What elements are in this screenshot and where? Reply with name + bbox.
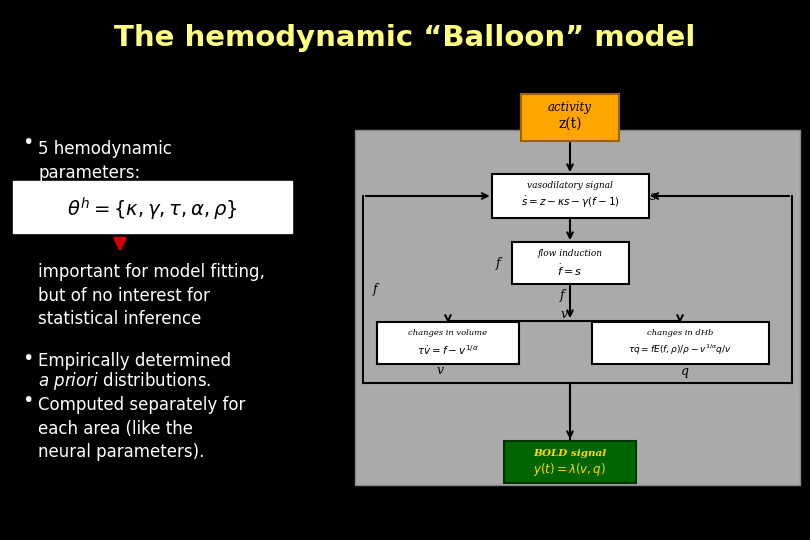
FancyBboxPatch shape — [521, 94, 619, 141]
Text: z(t): z(t) — [558, 117, 582, 131]
Text: $\dot{s} = z - \kappa s - \gamma(f-1)$: $\dot{s} = z - \kappa s - \gamma(f-1)$ — [521, 194, 620, 210]
Text: changes in dHb: changes in dHb — [647, 329, 713, 337]
Text: The hemodynamic “Balloon” model: The hemodynamic “Balloon” model — [114, 24, 696, 52]
Text: important for model fitting,
but of no interest for
statistical inference: important for model fitting, but of no i… — [38, 263, 265, 328]
Text: •: • — [22, 133, 33, 152]
Text: f: f — [497, 256, 501, 269]
Text: •: • — [22, 390, 33, 409]
FancyBboxPatch shape — [504, 441, 636, 483]
Text: $\theta^h = \{\kappa, \gamma, \tau, \alpha, \rho\}$: $\theta^h = \{\kappa, \gamma, \tau, \alp… — [66, 195, 237, 222]
Text: $\tau\dot{q} = fE(f,\rho)/\rho - v^{1/\alpha}q/v$: $\tau\dot{q} = fE(f,\rho)/\rho - v^{1/\a… — [628, 343, 732, 357]
Text: vasodilatory signal: vasodilatory signal — [527, 181, 613, 191]
Text: BOLD signal: BOLD signal — [533, 449, 607, 457]
FancyBboxPatch shape — [511, 242, 629, 284]
Text: q: q — [681, 364, 689, 377]
Text: $\tau\dot{v} = f - v^{1/\alpha}$: $\tau\dot{v} = f - v^{1/\alpha}$ — [417, 343, 479, 357]
Text: •: • — [22, 348, 33, 368]
FancyBboxPatch shape — [492, 174, 649, 218]
Text: activity: activity — [548, 100, 592, 113]
Text: changes in volume: changes in volume — [408, 329, 488, 337]
Text: $\dot{f} = s$: $\dot{f} = s$ — [557, 262, 582, 278]
Text: flow induction: flow induction — [538, 249, 603, 259]
Text: $y(t) = \lambda(v, q)$: $y(t) = \lambda(v, q)$ — [534, 461, 607, 477]
Text: Computed separately for
each area (like the
neural parameters).: Computed separately for each area (like … — [38, 396, 245, 461]
FancyBboxPatch shape — [377, 322, 519, 364]
Text: $\mathit{a\ priori}$ distributions.: $\mathit{a\ priori}$ distributions. — [38, 370, 211, 392]
Text: f: f — [560, 288, 565, 301]
Text: s: s — [650, 190, 657, 202]
Text: 5 hemodynamic
parameters:: 5 hemodynamic parameters: — [38, 140, 172, 181]
FancyBboxPatch shape — [355, 130, 800, 485]
FancyBboxPatch shape — [13, 181, 292, 233]
Text: v: v — [437, 364, 444, 377]
Text: f: f — [373, 283, 377, 296]
FancyBboxPatch shape — [591, 322, 769, 364]
Text: v: v — [561, 308, 568, 321]
Text: Empirically determined: Empirically determined — [38, 352, 231, 370]
